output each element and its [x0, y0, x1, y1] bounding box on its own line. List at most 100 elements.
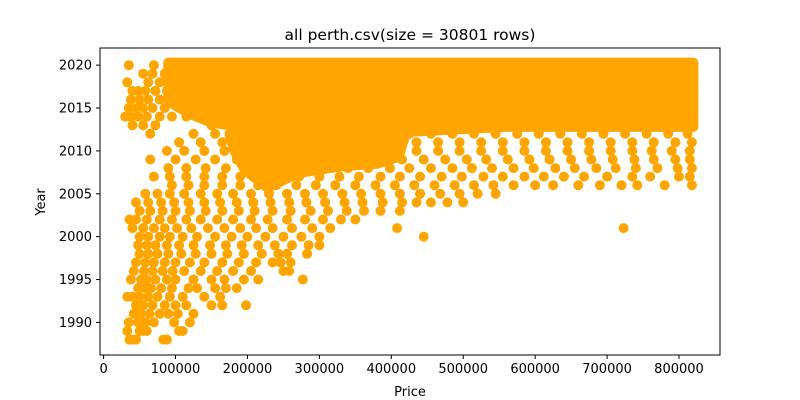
scatter-point	[190, 248, 201, 259]
scatter-point	[684, 111, 695, 122]
scatter-point	[233, 205, 244, 216]
scatter-point	[587, 77, 598, 88]
scatter-point	[242, 77, 253, 88]
scatter-point	[228, 120, 239, 131]
scatter-point	[449, 60, 460, 71]
scatter-point	[269, 240, 280, 251]
scatter-point	[220, 283, 231, 294]
scatter-point	[318, 128, 328, 139]
scatter-point	[328, 77, 339, 88]
scatter-point	[199, 291, 210, 302]
scatter-point	[233, 257, 244, 268]
scatter-point	[591, 103, 602, 113]
scatter-point	[429, 111, 440, 122]
scatter-point	[236, 240, 247, 251]
scatter-point	[140, 317, 151, 328]
scatter-point	[134, 94, 145, 105]
scatter-point	[292, 154, 303, 165]
scatter-point	[530, 120, 541, 131]
scatter-point	[246, 214, 256, 225]
scatter-point	[235, 180, 246, 191]
scatter-point	[303, 240, 314, 251]
scatter-point	[177, 326, 188, 336]
scatter-point	[325, 137, 336, 148]
scatter-point	[242, 231, 253, 242]
scatter-point	[152, 188, 163, 199]
scatter-point	[307, 77, 318, 88]
scatter-point	[447, 128, 458, 139]
scatter-point	[141, 326, 152, 336]
scatter-point	[375, 171, 386, 182]
scatter-point	[609, 77, 620, 88]
scatter-point	[147, 103, 158, 113]
scatter-point	[217, 180, 228, 191]
scatter-point	[389, 137, 400, 148]
scatter-point	[127, 120, 138, 131]
scatter-point	[166, 111, 177, 122]
scatter-point	[177, 231, 188, 242]
scatter-point	[122, 326, 133, 336]
scatter-point	[339, 128, 350, 139]
scatter-point	[627, 171, 638, 182]
scatter-point	[411, 197, 422, 208]
scatter-point	[449, 180, 460, 191]
scatter-point	[231, 128, 242, 139]
scatter-point	[140, 188, 151, 199]
scatter-point	[238, 248, 249, 259]
scatter-point	[267, 205, 278, 216]
scatter-point	[620, 128, 631, 139]
scatter-point	[379, 68, 390, 79]
scatter-point	[602, 94, 613, 105]
scatter-point	[544, 77, 555, 88]
scatter-point	[684, 145, 695, 156]
scatter-point	[251, 257, 262, 268]
scatter-point	[300, 94, 310, 105]
scatter-point	[472, 111, 483, 122]
scatter-point	[161, 85, 172, 96]
scatter-point	[406, 60, 417, 71]
scatter-point	[508, 120, 519, 131]
scatter-point	[377, 154, 388, 165]
scatter-point	[443, 68, 454, 79]
scatter-point	[127, 291, 138, 302]
scatter-point	[627, 137, 638, 148]
scatter-point	[330, 180, 341, 191]
scatter-point	[188, 274, 199, 285]
scatter-point	[170, 300, 181, 311]
scatter-point	[143, 291, 154, 302]
scatter-points	[120, 60, 699, 345]
scatter-point	[320, 60, 331, 71]
scatter-point	[656, 103, 666, 113]
scatter-point	[646, 145, 657, 156]
scatter-point	[134, 248, 145, 259]
scatter-point	[246, 266, 256, 276]
scatter-point	[544, 154, 555, 165]
scatter-point	[623, 111, 634, 122]
scatter-point	[222, 77, 233, 88]
scatter-point	[285, 257, 296, 268]
scatter-point	[192, 85, 203, 96]
scatter-point	[574, 85, 585, 96]
scatter-point	[478, 171, 489, 182]
scatter-point	[415, 77, 426, 88]
scatter-point	[128, 308, 139, 319]
scatter-point	[145, 154, 156, 165]
scatter-point	[210, 85, 221, 96]
scatter-point	[249, 205, 260, 216]
scatter-point	[314, 154, 325, 165]
scatter-point	[425, 163, 436, 174]
scatter-point	[332, 103, 343, 113]
scatter-point	[566, 77, 577, 88]
scatter-point	[537, 111, 548, 122]
scatter-point	[524, 154, 535, 165]
scatter-point	[181, 163, 192, 174]
scatter-point	[368, 145, 379, 156]
scatter-point	[199, 197, 210, 208]
scatter-point	[212, 214, 223, 225]
scatter-point	[213, 111, 224, 122]
chart-title: all perth.csv(size = 30801 rows)	[285, 26, 536, 44]
y-tick-label: 2005	[59, 187, 92, 202]
scatter-point	[190, 68, 201, 79]
scatter-point	[215, 94, 226, 105]
scatter-point	[172, 223, 182, 234]
